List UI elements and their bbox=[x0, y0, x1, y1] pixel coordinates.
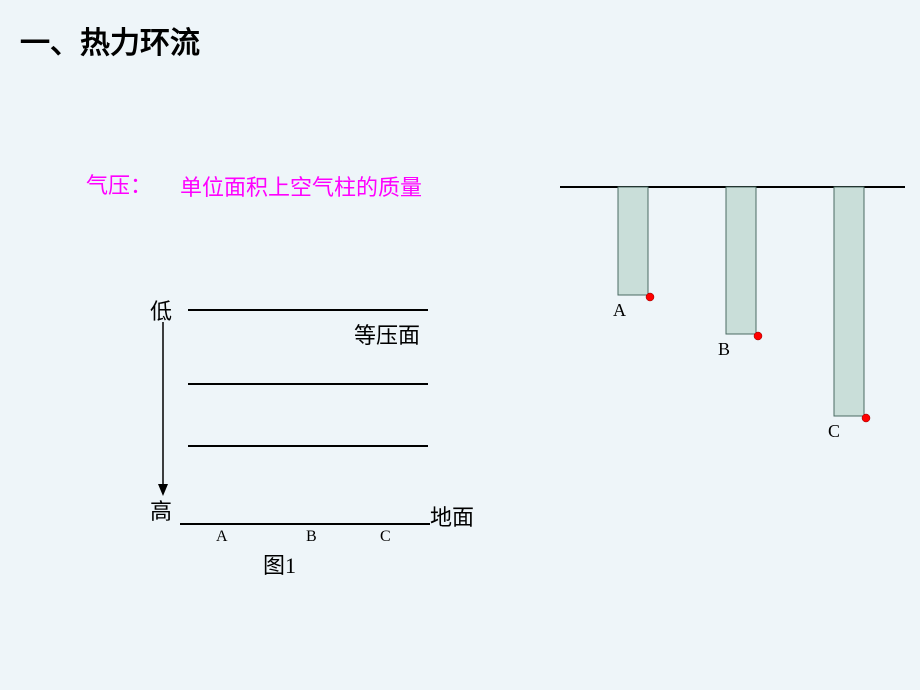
diagram-svg bbox=[0, 0, 920, 690]
